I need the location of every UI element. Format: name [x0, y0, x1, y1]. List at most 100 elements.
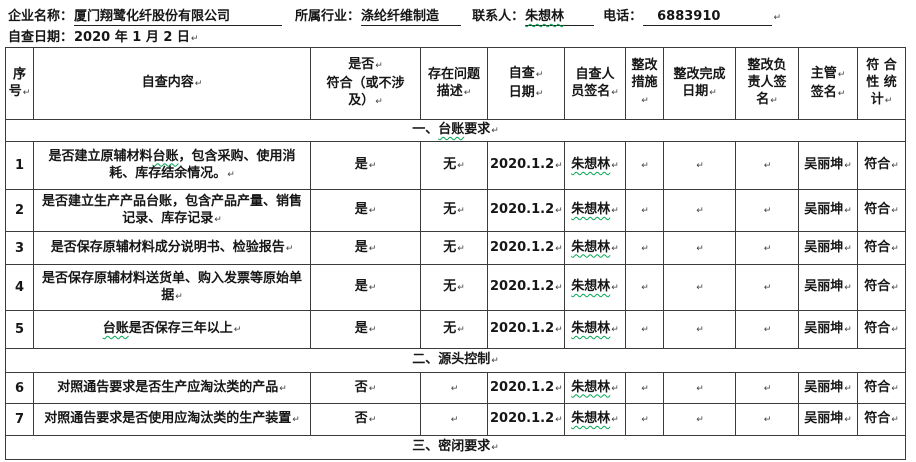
paragraph-mark: ↵ [641, 243, 649, 254]
cell-content[interactable]: 是否建立原辅材料台账，包含采购、使用消耗、库存结余情况。↵ [33, 141, 311, 190]
cell-content[interactable]: 是否保存原辅材料成分说明书、检验报告↵ [33, 231, 311, 265]
company-name-value[interactable]: 厦门翔鹭化纤股份有限公司 [74, 9, 283, 26]
cell-supervisor[interactable]: 吴丽坤↵ [798, 231, 858, 265]
cell-problem[interactable]: ↵ [420, 403, 488, 436]
cell-content[interactable]: 台账是否保存三年以上↵ [33, 310, 311, 349]
paragraph-mark: ↵ [375, 61, 383, 71]
paragraph-mark: ↵ [641, 161, 649, 171]
cell-seq[interactable]: 1 [5, 141, 34, 190]
cell-compliant[interactable]: 否↵ [310, 403, 421, 436]
cell-deadline[interactable]: ↵ [663, 372, 736, 404]
cell-date[interactable]: 2020.1.2↵ [487, 141, 565, 190]
cell-problem[interactable]: ↵ [420, 372, 488, 404]
cell-inspector[interactable]: 朱想林↵ [564, 189, 626, 232]
cell-responsible[interactable]: ↵ [735, 310, 799, 349]
cell-supervisor[interactable]: 吴丽坤↵ [798, 189, 858, 232]
cell-inspector[interactable]: 朱想林↵ [564, 231, 626, 265]
cell-problem[interactable]: 无↵ [420, 189, 488, 232]
cell-measures[interactable]: ↵ [625, 231, 664, 265]
cell-date[interactable]: 2020.1.2↵ [487, 372, 565, 404]
cell-deadline[interactable]: ↵ [663, 231, 736, 265]
cell-measures[interactable]: ↵ [625, 310, 664, 349]
cell-conclusion[interactable]: 符合↵ [857, 189, 906, 232]
cell-conclusion[interactable]: 符合↵ [857, 403, 906, 436]
cell-date[interactable]: 2020.1.2↵ [487, 310, 565, 349]
cell-compliant[interactable]: 是↵ [310, 264, 421, 311]
cell-seq[interactable]: 3 [5, 231, 34, 265]
cell-content[interactable]: 是否保存原辅材料送货单、购入发票等原始单据↵ [33, 264, 311, 311]
cell-seq[interactable]: 6 [5, 372, 34, 404]
cell-compliant[interactable]: 是↵ [310, 189, 421, 232]
cell-date[interactable]: 2020.1.2↵ [487, 231, 565, 265]
cell-conclusion[interactable]: 符合↵ [857, 141, 906, 190]
cell-measures[interactable]: ↵ [625, 141, 664, 190]
paragraph-mark: ↵ [763, 383, 772, 394]
cell-measures[interactable]: ↵ [625, 189, 664, 232]
phone-value[interactable]: 6883910 [643, 9, 773, 26]
cell-inspector[interactable]: 朱想林↵ [564, 264, 626, 311]
cell-conclusion[interactable]: 符合↵ [857, 264, 906, 311]
cell-responsible[interactable]: ↵ [735, 189, 799, 232]
section-title[interactable]: 一、台账要求↵ [5, 119, 906, 142]
cell-problem[interactable]: 无↵ [420, 310, 488, 349]
cell-deadline[interactable]: ↵ [663, 189, 736, 232]
cell-deadline[interactable]: ↵ [663, 403, 736, 436]
cell-inspector[interactable]: 朱想林↵ [564, 372, 626, 404]
cell-supervisor[interactable]: 吴丽坤↵ [798, 372, 858, 404]
cell-date[interactable]: 2020.1.2↵ [487, 403, 565, 436]
cell-seq[interactable]: 4 [5, 264, 34, 311]
cell-compliant[interactable]: 否↵ [310, 372, 421, 404]
cell-inspector[interactable]: 朱想林↵ [564, 403, 626, 436]
paragraph-mark: ↵ [368, 206, 377, 216]
cell-content[interactable]: 对照通告要求是否使用应淘汰类的生产装置↵ [33, 403, 311, 436]
paragraph-mark: ↵ [457, 161, 465, 171]
cell-responsible[interactable]: ↵ [735, 231, 799, 265]
cell-content[interactable]: 是否建立生产产品台账，包含产品产量、销售记录、库存记录↵ [33, 189, 311, 232]
cell-responsible[interactable]: ↵ [735, 372, 799, 404]
cell-seq[interactable]: 2 [5, 189, 34, 232]
cell-seq[interactable]: 5 [5, 310, 34, 349]
cell-conclusion[interactable]: 符合↵ [857, 231, 906, 265]
selfcheck-date-value[interactable]: 2020 年 1 月 2 日 [74, 30, 190, 45]
cell-responsible[interactable]: ↵ [735, 141, 799, 190]
cell-problem[interactable]: 无↵ [420, 264, 488, 311]
cell-supervisor[interactable]: 吴丽坤↵ [798, 264, 858, 311]
paragraph-mark: ↵ [368, 325, 377, 335]
cell-supervisor[interactable]: 吴丽坤↵ [798, 141, 858, 190]
cell-deadline[interactable]: ↵ [663, 310, 736, 349]
cell-content[interactable]: 对照通告要求是否生产应淘汰类的产品↵ [33, 372, 311, 404]
section-title[interactable]: 三、密闭要求↵ [5, 435, 906, 460]
industry-value[interactable]: 涤纶纤维制造 [361, 9, 462, 26]
spellcheck-flagged-text: 朱想林 [571, 279, 611, 294]
spellcheck-flagged-text: 台账 [102, 321, 129, 336]
cell-compliant[interactable]: 是↵ [310, 231, 421, 265]
cell-problem[interactable]: 无↵ [420, 231, 488, 265]
cell-compliant[interactable]: 是↵ [310, 310, 421, 349]
cell-supervisor[interactable]: 吴丽坤↵ [798, 310, 858, 349]
cell-problem[interactable]: 无↵ [420, 141, 488, 190]
cell-conclusion[interactable]: 符合↵ [857, 310, 906, 349]
col-header-responsible: 整改负 责人签 名↵ [735, 47, 799, 120]
contact-value[interactable]: 朱想林 [525, 9, 595, 26]
section-title[interactable]: 二、源头控制↵ [5, 348, 906, 373]
cell-date[interactable]: 2020.1.2↵ [487, 189, 565, 232]
cell-responsible[interactable]: ↵ [735, 264, 799, 311]
cell-measures[interactable]: ↵ [625, 372, 664, 404]
cell-measures[interactable]: ↵ [625, 264, 664, 311]
cell-deadline[interactable]: ↵ [663, 141, 736, 190]
cell-compliant[interactable]: 是↵ [310, 141, 421, 190]
cell-conclusion[interactable]: 符合↵ [857, 372, 906, 404]
cell-date[interactable]: 2020.1.2↵ [487, 264, 565, 311]
cell-measures[interactable]: ↵ [625, 403, 664, 436]
paragraph-mark: ↵ [709, 87, 717, 98]
paragraph-mark: ↵ [611, 383, 619, 394]
cell-responsible[interactable]: ↵ [735, 403, 799, 436]
cell-deadline[interactable]: ↵ [663, 264, 736, 311]
cell-inspector[interactable]: 朱想林↵ [564, 310, 626, 349]
cell-seq[interactable]: 7 [5, 403, 34, 436]
paragraph-mark: ↵ [641, 96, 649, 106]
paragraph-mark: ↵ [641, 325, 649, 335]
cell-inspector[interactable]: 朱想林↵ [564, 141, 626, 190]
cell-supervisor[interactable]: 吴丽坤↵ [798, 403, 858, 436]
paragraph-mark: ↵ [368, 383, 377, 394]
